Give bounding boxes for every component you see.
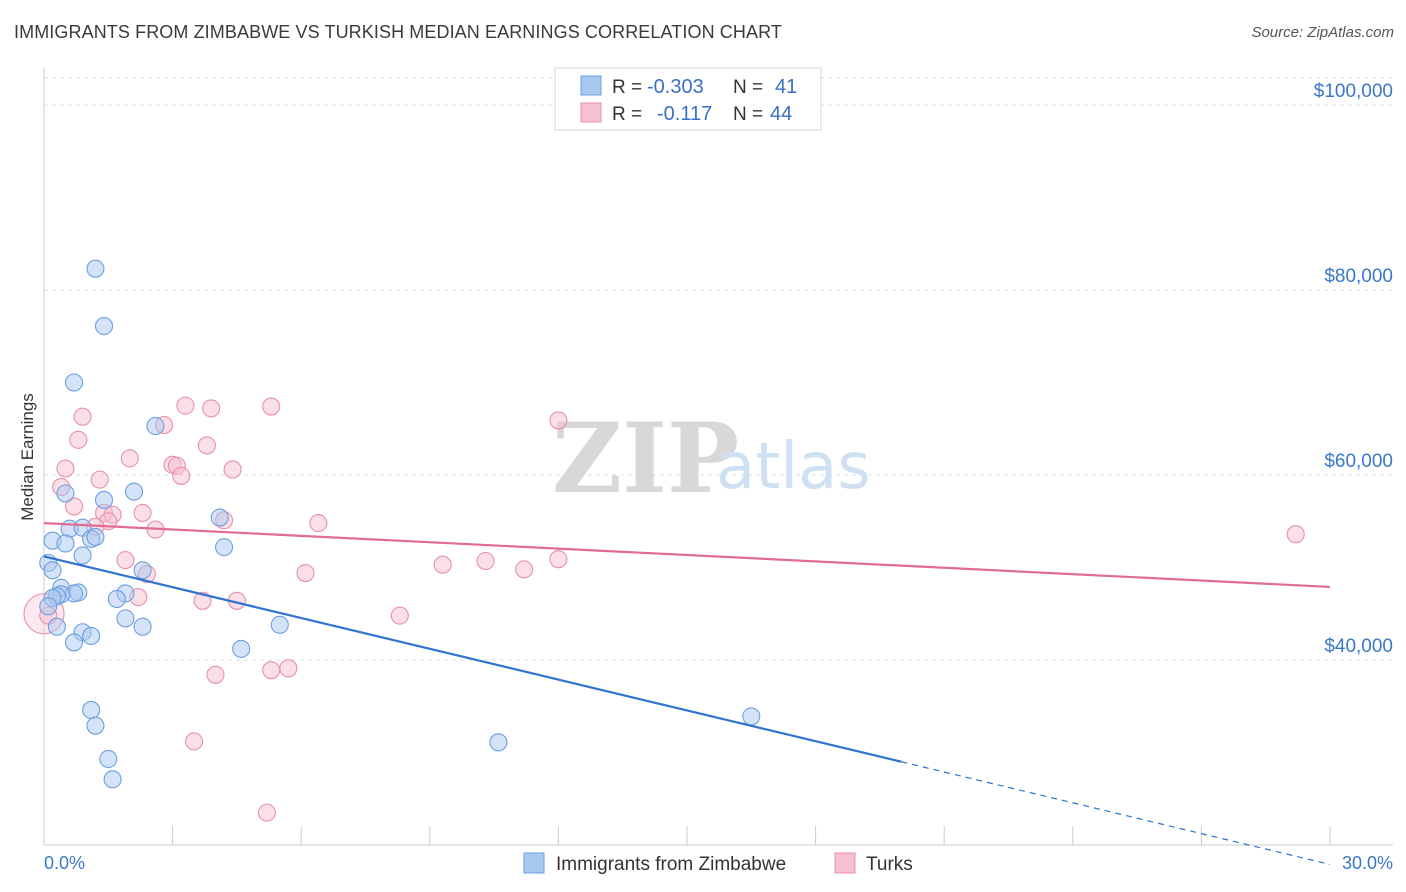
zimbabwe-point-6: [94, 490, 114, 510]
turks-point-10: [120, 449, 139, 468]
stats-r-label-pink: R =: [612, 104, 642, 125]
x-tick-labels: 0.0% 30.0%: [44, 853, 1393, 873]
grid-lines: [44, 77, 1393, 661]
turks-point-7: [69, 430, 88, 449]
turks-point-8: [197, 436, 216, 455]
zimbabwe-points: [39, 259, 761, 789]
stats-n-value-pink: 44: [770, 103, 792, 125]
turks-point-23: [309, 514, 328, 533]
x-tick-label-0: 0.0%: [44, 853, 85, 873]
watermark-atlas: atlas: [716, 430, 871, 504]
turks-point-39: [262, 661, 281, 680]
zimbabwe-point-18: [133, 561, 152, 580]
y-tick-label-3: $100,000: [1314, 81, 1393, 102]
bottom-legend: Immigrants from Zimbabwe Turks: [523, 852, 913, 875]
zimbabwe-point-1: [94, 317, 114, 336]
stats-n-label-blue: N =: [733, 77, 763, 98]
zimbabwe-point-27: [39, 597, 58, 616]
turks-point-19: [133, 503, 152, 522]
zimbabwe-point-36: [82, 700, 101, 720]
turks-point-9: [56, 459, 75, 478]
turks-trend-line: [43, 522, 1331, 589]
stats-legend-swatch-pink: [580, 102, 602, 123]
legend-swatch-zimbabwe: [523, 852, 545, 874]
zimbabwe-point-0: [86, 259, 105, 278]
turks-point-27: [549, 550, 568, 569]
watermark-zip: ZIP: [552, 402, 739, 515]
chart-title: IMMIGRANTS FROM ZIMBABWE VS TURKISH MEDI…: [14, 22, 782, 42]
zimbabwe-point-29: [270, 615, 289, 634]
zimbabwe-point-31: [47, 617, 66, 636]
turks-point-26: [116, 551, 135, 570]
turks-point-14: [90, 470, 109, 489]
zimbabwe-point-35: [232, 639, 251, 658]
x-tick-label-1: 30.0%: [1342, 853, 1393, 873]
y-axis-label: Median Earnings: [18, 393, 37, 521]
zimbabwe-point-14: [214, 538, 234, 557]
zimbabwe-trend-extension: [901, 761, 1331, 866]
trend-lines: [43, 522, 1331, 866]
turks-point-38: [279, 659, 298, 678]
stats-r-value-blue: -0.303: [647, 76, 704, 98]
zimbabwe-point-28: [116, 609, 135, 628]
zimbabwe-point-13: [86, 527, 105, 547]
turks-point-5: [73, 407, 92, 426]
axes: [43, 68, 1393, 846]
zimbabwe-point-39: [489, 733, 508, 752]
stats-n-value-blue: 41: [775, 76, 797, 98]
turks-point-36: [390, 606, 409, 625]
stats-r-label-blue: R =: [612, 77, 642, 98]
turks-point-40: [206, 665, 225, 684]
turks-point-13: [223, 460, 242, 479]
zimbabwe-point-33: [82, 626, 101, 646]
turks-point-4: [549, 411, 568, 430]
turks-point-2: [202, 399, 221, 418]
legend-label-turks: Turks: [866, 854, 913, 875]
zimbabwe-point-30: [133, 617, 152, 636]
legend-label-zimbabwe: Immigrants from Zimbabwe: [556, 854, 786, 875]
zimbabwe-point-4: [124, 482, 144, 501]
zimbabwe-point-15: [73, 546, 92, 565]
turks-point-1: [176, 396, 195, 415]
zimbabwe-point-5: [56, 484, 75, 503]
zimbabwe-point-2: [64, 373, 84, 392]
zimbabwe-point-41: [103, 770, 122, 789]
turks-point-3: [262, 397, 281, 416]
stats-r-value-pink: -0.117: [657, 103, 712, 125]
turks-point-41: [184, 732, 204, 751]
turks-point-15: [172, 466, 191, 485]
zimbabwe-point-7: [210, 508, 229, 527]
x-tick-marks: [43, 826, 1331, 845]
zimbabwe-trend-line: [43, 555, 902, 763]
zimbabwe-point-37: [86, 716, 105, 735]
stats-legend-swatch-blue: [580, 75, 602, 96]
zimbabwe-point-40: [99, 749, 118, 769]
zimbabwe-point-26: [107, 589, 126, 609]
source-label: Source: ZipAtlas.com: [1251, 24, 1394, 41]
zimbabwe-point-17: [43, 561, 62, 580]
watermark: ZIP atlas: [552, 402, 871, 515]
turks-point-32: [296, 563, 315, 583]
y-tick-label-0: $40,000: [1324, 636, 1393, 657]
turks-point-30: [515, 560, 534, 579]
turks-point-17: [64, 497, 84, 516]
turks-point-28: [476, 551, 495, 571]
zimbabwe-point-34: [64, 633, 84, 652]
stats-n-label-pink: N =: [733, 104, 763, 125]
zimbabwe-point-11: [56, 534, 75, 553]
stats-legend: R = -0.303 N = 41 R = -0.117 N = 44: [554, 67, 822, 131]
y-tick-label-2: $80,000: [1324, 266, 1393, 287]
y-tick-labels: $40,000 $60,000 $80,000 $100,000: [1314, 81, 1393, 657]
zimbabwe-point-3: [146, 416, 165, 436]
zimbabwe-point-38: [742, 707, 761, 726]
legend-swatch-turks: [834, 852, 856, 874]
y-tick-label-1: $60,000: [1324, 451, 1393, 472]
turks-point-34: [193, 591, 212, 610]
turks-point-37: [1286, 525, 1305, 544]
turks-point-29: [433, 555, 452, 574]
turks-point-42: [257, 803, 276, 822]
